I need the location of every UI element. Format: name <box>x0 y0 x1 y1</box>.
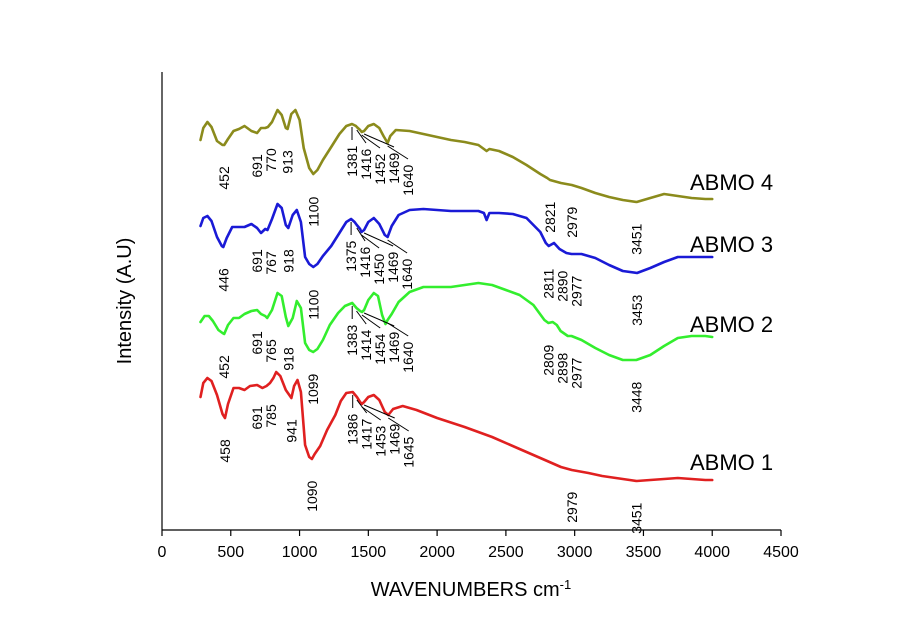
peak-arrow <box>387 145 409 160</box>
series-label: ABMO 2 <box>690 312 773 337</box>
x-tick-label: 3000 <box>557 544 593 561</box>
peak-annotations: 4586917859411090138614171453146916452979… <box>215 127 645 534</box>
peak-arrow <box>361 406 381 421</box>
peak-label: 765 <box>263 339 279 363</box>
peak-label: 1386 <box>345 413 361 444</box>
peak-label: 452 <box>216 166 232 190</box>
peak-label: 446 <box>215 268 231 292</box>
peak-label: 1640 <box>400 164 416 195</box>
peak-label: 1454 <box>372 333 388 364</box>
peak-arrow <box>363 404 395 419</box>
peak-label: 767 <box>263 251 279 275</box>
x-tick-label: 2500 <box>488 544 524 561</box>
peak-arrow <box>361 234 380 249</box>
peak-label: 2979 <box>564 491 580 522</box>
peak-label: 3448 <box>628 381 644 412</box>
peak-arrow <box>356 227 366 242</box>
peak-label: 1375 <box>343 240 359 271</box>
axes <box>161 72 781 531</box>
series-label: ABMO 1 <box>690 450 773 475</box>
x-tick-label: 2000 <box>419 544 455 561</box>
peak-label: 1414 <box>358 329 374 360</box>
peak-label: 1090 <box>304 480 320 511</box>
peak-label: 458 <box>217 439 233 463</box>
peak-arrow <box>356 310 367 325</box>
x-axis-title: WAVENUMBERS cm-1 <box>371 577 571 601</box>
peak-label: 918 <box>280 347 296 371</box>
series-line-abmo-2 <box>199 281 714 362</box>
peak-label: 1640 <box>400 341 416 372</box>
peak-label: 1469 <box>387 423 403 454</box>
x-axis-title-superscript: -1 <box>560 577 572 592</box>
peak-label: 2821 <box>542 201 558 232</box>
peak-label: 1416 <box>357 246 373 277</box>
peak-label: 2898 <box>554 352 570 383</box>
peak-label: 1416 <box>358 148 374 179</box>
peak-label: 1100 <box>305 196 321 226</box>
peak-label: 3451 <box>629 502 645 533</box>
x-tick-label: 1500 <box>351 544 387 561</box>
peak-label: 941 <box>283 419 299 443</box>
peak-label: 691 <box>249 249 265 273</box>
x-tick-label: 0 <box>158 544 167 561</box>
series-curves <box>199 108 714 483</box>
series-line-abmo-1 <box>199 370 714 483</box>
x-ticks: 0 500 1000 1500 2000 2500 3000 3500 4000 4500 <box>158 530 799 561</box>
peak-arrow <box>361 314 381 329</box>
x-tick-label: 500 <box>217 544 244 561</box>
peak-arrow <box>356 399 368 414</box>
peak-label: 1099 <box>305 373 321 404</box>
series-label: ABMO 4 <box>690 170 773 195</box>
peak-label: 918 <box>280 249 296 273</box>
peak-label: 2890 <box>555 270 571 301</box>
peak-label: 1645 <box>401 436 417 467</box>
peak-label: 1383 <box>344 324 360 355</box>
peak-arrow <box>387 239 408 254</box>
peak-label: 3453 <box>629 294 645 325</box>
x-tick-label: 4000 <box>694 544 730 561</box>
peak-label: 691 <box>249 406 265 430</box>
x-tick-label: 1000 <box>282 544 318 561</box>
peak-label: 785 <box>263 404 279 428</box>
peak-label: 1450 <box>371 253 387 284</box>
series-line-abmo-4 <box>199 108 714 204</box>
peak-label: 1469 <box>385 251 401 282</box>
peak-arrow <box>387 322 409 337</box>
peak-arrow <box>356 129 367 144</box>
peak-label: 2977 <box>569 275 585 306</box>
peak-label: 770 <box>263 148 279 172</box>
peak-arrow <box>363 232 394 247</box>
peak-label: 2977 <box>568 357 584 388</box>
series-labels: ABMO 1 ABMO 2 ABMO 3 ABMO 4 <box>690 170 773 475</box>
series-line-abmo-3 <box>199 202 714 275</box>
peak-label: 3451 <box>629 223 645 254</box>
peak-label: 2979 <box>564 206 580 237</box>
peak-label: 691 <box>249 154 265 178</box>
peak-label: 452 <box>216 355 232 379</box>
peak-arrow <box>361 134 381 149</box>
x-tick-label: 3500 <box>626 544 662 561</box>
peak-label: 691 <box>249 331 265 355</box>
peak-label: 1417 <box>359 418 375 449</box>
peak-label: 1469 <box>386 331 402 362</box>
peak-label: 1469 <box>386 152 402 183</box>
peak-arrow <box>388 417 409 432</box>
peak-label: 1452 <box>372 153 388 184</box>
peak-label: 2811 <box>541 268 557 298</box>
peak-label: 1640 <box>399 258 415 289</box>
peak-arrow <box>363 133 395 148</box>
x-tick-label: 4500 <box>763 544 799 561</box>
peak-label: 1100 <box>305 289 321 319</box>
peak-label: 1381 <box>344 145 360 176</box>
series-label: ABMO 3 <box>690 232 773 257</box>
peak-label: 913 <box>280 150 296 174</box>
y-axis-title: Intensity (A.U) <box>114 238 136 365</box>
peak-label: 2809 <box>540 344 556 375</box>
peak-label: 1453 <box>373 425 389 456</box>
